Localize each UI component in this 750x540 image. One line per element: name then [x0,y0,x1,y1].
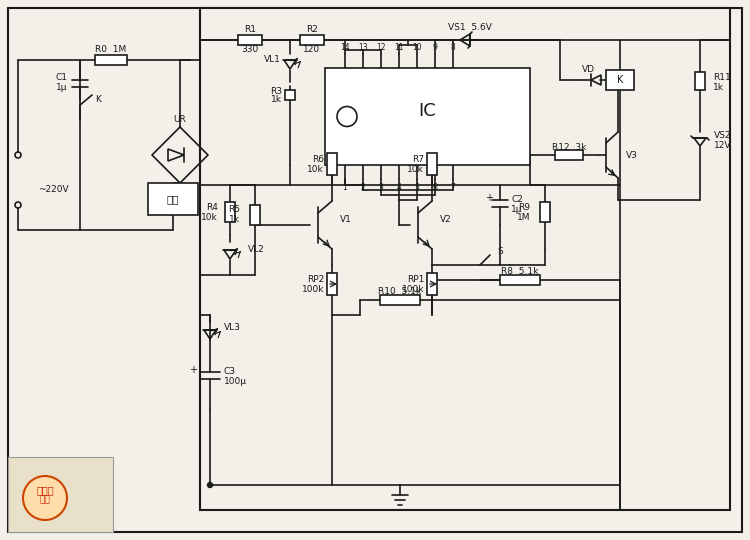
Text: 找片片: 找片片 [36,485,54,495]
Text: 6: 6 [433,183,437,192]
Text: +: + [189,365,197,375]
Text: RP2: RP2 [307,275,324,285]
Text: R4: R4 [206,202,218,212]
Bar [540,202,550,222]
Text: V1: V1 [340,215,352,225]
Text: K: K [95,96,100,105]
Bar [427,153,437,175]
Text: R8  5.1k: R8 5.1k [501,267,538,276]
Bar [325,68,530,165]
Text: RP1: RP1 [406,275,424,285]
Text: R10  5.1k: R10 5.1k [379,287,422,296]
Bar [148,183,198,215]
Text: 100μ: 100μ [224,377,247,387]
Text: 9: 9 [433,44,437,52]
Circle shape [15,152,21,158]
Text: VS2: VS2 [714,132,731,140]
Bar [327,153,337,175]
Text: R12  3k: R12 3k [552,143,586,152]
Bar [606,70,634,90]
Text: R0  1M: R0 1M [95,45,127,55]
Text: VD: VD [581,65,595,75]
Text: R1: R1 [244,25,256,35]
Text: 7: 7 [451,183,455,192]
Text: 1k: 1k [713,84,724,92]
Bar [285,90,295,100]
Bar [8,457,113,532]
Text: ~220V: ~220V [38,186,69,194]
Text: 维库: 维库 [40,496,50,504]
Text: VL3: VL3 [224,323,241,333]
Bar [327,273,337,295]
Text: 3: 3 [379,183,383,192]
Text: R7: R7 [412,156,424,165]
Text: UR: UR [173,114,186,124]
Text: 12: 12 [376,44,386,52]
Text: C1: C1 [55,73,67,83]
Text: 负载: 负载 [166,194,179,204]
Bar [250,205,260,225]
Circle shape [15,202,21,208]
Bar [225,202,235,222]
Bar [380,295,420,305]
Text: 10k: 10k [407,165,424,174]
Bar [555,150,583,160]
Bar [427,273,437,295]
Text: S: S [497,247,502,256]
Text: C3: C3 [224,368,236,376]
Text: 11: 11 [394,44,404,52]
Text: 1k: 1k [229,215,240,225]
Text: 1: 1 [343,183,347,192]
Bar [95,55,127,65]
Bar [300,35,324,45]
Bar [500,275,540,285]
Text: VL1: VL1 [264,56,281,64]
Text: V2: V2 [440,215,452,225]
Text: IC: IC [419,103,436,120]
Text: +: + [485,193,493,203]
Text: 120: 120 [304,45,320,55]
Text: 8: 8 [451,44,455,52]
Text: 330: 330 [242,45,259,55]
Text: 5: 5 [415,183,419,192]
Text: 1M: 1M [517,213,530,221]
Text: 10k: 10k [201,213,218,221]
Text: 10: 10 [413,44,422,52]
Text: 10k: 10k [308,165,324,174]
Text: R6: R6 [312,156,324,165]
Text: R3: R3 [270,87,282,97]
Text: 1μ: 1μ [56,84,67,92]
Text: C2: C2 [511,195,523,205]
Text: R2: R2 [306,25,318,35]
Text: R5: R5 [228,206,240,214]
Text: 12V: 12V [714,141,731,151]
Text: VS1  5.6V: VS1 5.6V [448,23,492,31]
Bar [238,35,262,45]
Circle shape [23,476,67,520]
Text: 100k: 100k [401,286,424,294]
Text: 1μ: 1μ [511,206,523,214]
Text: R11: R11 [713,73,730,83]
Text: www.dzsc.com: www.dzsc.com [34,517,90,526]
Text: 13: 13 [358,44,368,52]
Text: 100k: 100k [302,286,324,294]
Text: 4: 4 [397,183,401,192]
Text: K: K [616,75,623,85]
Text: 维库一下: 维库一下 [50,511,70,521]
Text: 1k: 1k [271,96,282,105]
Text: VL2: VL2 [248,246,265,254]
Text: 14: 14 [340,44,350,52]
Bar [200,8,730,510]
Bar [695,72,705,90]
Text: V3: V3 [626,151,638,159]
Circle shape [208,483,212,488]
Text: R9: R9 [518,202,530,212]
Circle shape [337,106,357,126]
Text: 2: 2 [361,183,365,192]
